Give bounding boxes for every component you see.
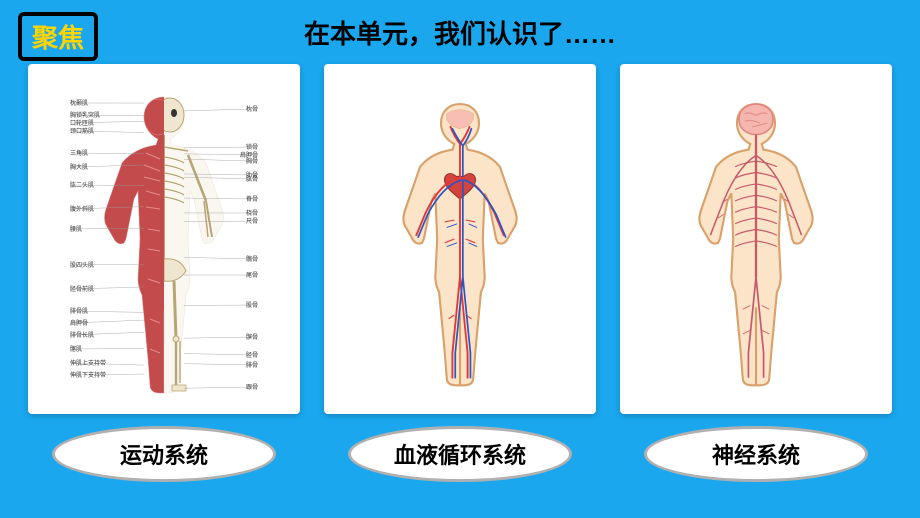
svg-text:伸肌下支持带: 伸肌下支持带 xyxy=(70,371,106,379)
svg-text:脊骨: 脊骨 xyxy=(246,195,258,203)
svg-text:伸肌上支持带: 伸肌上支持带 xyxy=(70,359,106,367)
svg-text:髂肌: 髂肌 xyxy=(70,345,82,353)
diagram-circulatory xyxy=(365,79,555,399)
svg-text:肩胛骨: 肩胛骨 xyxy=(240,151,258,159)
svg-text:口轮匝肌: 口轮匝肌 xyxy=(70,119,94,127)
svg-text:髌骨: 髌骨 xyxy=(246,333,258,341)
card-circulatory xyxy=(324,64,596,414)
svg-text:颈口筋肌: 颈口筋肌 xyxy=(70,127,94,135)
svg-text:髋骨: 髋骨 xyxy=(246,255,258,263)
svg-text:跟骨: 跟骨 xyxy=(246,384,258,391)
diagram-nervous xyxy=(661,79,851,399)
panels-row: 枕颞肌胸锁乳突肌口轮匝肌颈口筋肌三角肌胸大肌肱二头肌腹外斜肌腰肌股四头肌胫骨前肌… xyxy=(28,64,892,482)
label-nervous: 神经系统 xyxy=(644,426,867,482)
svg-text:桡骨: 桡骨 xyxy=(246,209,258,217)
panel-motor: 枕颞肌胸锁乳突肌口轮匝肌颈口筋肌三角肌胸大肌肱二头肌腹外斜肌腰肌股四头肌胫骨前肌… xyxy=(28,64,300,482)
svg-text:胫骨: 胫骨 xyxy=(246,351,258,359)
diagram-motor: 枕颞肌胸锁乳突肌口轮匝肌颈口筋肌三角肌胸大肌肱二头肌腹外斜肌腰肌股四头肌胫骨前肌… xyxy=(64,79,264,399)
svg-text:尾骨: 尾骨 xyxy=(246,272,258,279)
svg-text:锁骨: 锁骨 xyxy=(246,143,258,151)
svg-text:枕颞肌: 枕颞肌 xyxy=(70,99,88,107)
svg-text:尺骨: 尺骨 xyxy=(246,218,258,225)
svg-text:胸大肌: 胸大肌 xyxy=(70,163,88,171)
label-motor: 运动系统 xyxy=(52,426,275,482)
slide-title: 在本单元，我们认识了…… xyxy=(0,14,920,51)
svg-text:腓骨长肌: 腓骨长肌 xyxy=(70,331,94,339)
label-circulatory: 血液循环系统 xyxy=(348,426,571,482)
svg-text:腓骨: 腓骨 xyxy=(246,361,258,369)
card-motor: 枕颞肌胸锁乳突肌口轮匝肌颈口筋肌三角肌胸大肌肱二头肌腹外斜肌腰肌股四头肌胫骨前肌… xyxy=(28,64,300,414)
svg-text:腰肌: 腰肌 xyxy=(70,226,82,233)
svg-text:肋骨: 肋骨 xyxy=(246,171,258,179)
svg-text:肩胛骨: 肩胛骨 xyxy=(70,319,88,327)
slide-root: 聚焦 在本单元，我们认识了…… 枕颞肌胸锁乳突肌口轮匝肌颈口筋肌三角肌胸大肌肱二… xyxy=(0,0,920,518)
svg-text:胫骨前肌: 胫骨前肌 xyxy=(70,285,94,293)
svg-text:腓骨肌: 腓骨肌 xyxy=(70,307,88,315)
svg-text:胸锁乳突肌: 胸锁乳突肌 xyxy=(70,111,100,119)
svg-text:肱二头肌: 肱二头肌 xyxy=(70,181,94,189)
card-nervous xyxy=(620,64,892,414)
panel-circulatory: 血液循环系统 xyxy=(324,64,596,482)
svg-text:股骨: 股骨 xyxy=(246,302,258,309)
svg-text:腹外斜肌: 腹外斜肌 xyxy=(70,205,94,213)
svg-text:三角肌: 三角肌 xyxy=(70,149,88,157)
panel-nervous: 神经系统 xyxy=(620,64,892,482)
svg-text:枕骨: 枕骨 xyxy=(246,105,258,113)
svg-text:股四头肌: 股四头肌 xyxy=(70,261,94,269)
